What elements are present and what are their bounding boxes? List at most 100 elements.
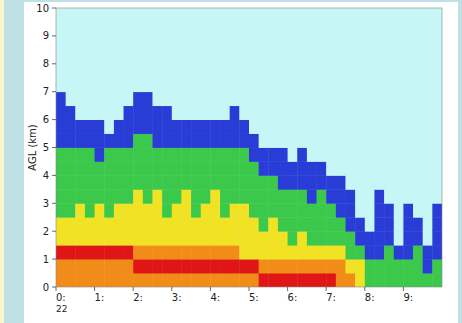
cell	[394, 92, 404, 106]
cell	[181, 134, 191, 148]
cell	[133, 245, 143, 259]
cell	[191, 148, 201, 162]
cell	[249, 273, 259, 287]
cell	[143, 245, 153, 259]
cell	[403, 259, 413, 273]
y-tick	[52, 8, 56, 9]
cell	[249, 189, 259, 203]
cell	[230, 259, 240, 273]
cell	[153, 148, 163, 162]
cell	[259, 161, 269, 175]
cell	[162, 175, 172, 189]
cell	[355, 92, 365, 106]
cell	[326, 217, 336, 231]
cell	[432, 92, 442, 106]
cell	[133, 217, 143, 231]
cell	[104, 245, 114, 259]
cell	[85, 259, 95, 273]
cell	[153, 245, 163, 259]
cell	[365, 134, 375, 148]
cell	[210, 161, 220, 175]
cell	[432, 259, 442, 273]
cell	[423, 273, 433, 287]
cell	[394, 175, 404, 189]
cell	[172, 273, 182, 287]
cell	[172, 203, 182, 217]
cell	[365, 189, 375, 203]
cell	[384, 203, 394, 217]
cell	[143, 92, 153, 106]
cell	[249, 134, 259, 148]
cell	[181, 106, 191, 120]
cell	[346, 217, 356, 231]
cell	[423, 259, 433, 273]
y-tick	[52, 259, 56, 260]
cell	[230, 120, 240, 134]
cell	[346, 120, 356, 134]
cell	[259, 189, 269, 203]
cell	[133, 161, 143, 175]
cell	[317, 203, 327, 217]
cell	[114, 189, 124, 203]
cell	[104, 148, 114, 162]
cell	[114, 106, 124, 120]
cell	[249, 175, 259, 189]
y-tick-label: 9	[43, 30, 49, 41]
cell	[432, 203, 442, 217]
cell	[288, 217, 298, 231]
cell	[278, 273, 288, 287]
cell	[365, 217, 375, 231]
y-axis-title: AGL (km)	[27, 124, 38, 171]
cell	[374, 78, 384, 92]
cell	[143, 217, 153, 231]
cell	[210, 175, 220, 189]
cell	[75, 175, 85, 189]
cell	[114, 120, 124, 134]
cell	[153, 175, 163, 189]
y-tick	[52, 63, 56, 64]
cell	[432, 78, 442, 92]
cell	[413, 189, 423, 203]
cell	[75, 259, 85, 273]
cell	[56, 189, 66, 203]
cell	[268, 161, 278, 175]
cell	[307, 161, 317, 175]
cell	[66, 245, 76, 259]
cell	[181, 92, 191, 106]
x-tick-label: 3:	[172, 292, 182, 303]
cell	[297, 231, 307, 245]
cell	[346, 189, 356, 203]
cell	[374, 161, 384, 175]
cell	[201, 161, 211, 175]
cell	[346, 273, 356, 287]
cell	[307, 203, 317, 217]
cell	[143, 231, 153, 245]
cell	[133, 92, 143, 106]
cell	[201, 217, 211, 231]
cell	[413, 78, 423, 92]
cell	[268, 273, 278, 287]
cell	[423, 148, 433, 162]
cell	[336, 231, 346, 245]
cell	[114, 203, 124, 217]
cell	[172, 106, 182, 120]
cell	[85, 106, 95, 120]
cell	[172, 78, 182, 92]
cell	[104, 92, 114, 106]
cell	[143, 161, 153, 175]
cell	[104, 106, 114, 120]
cell	[56, 134, 66, 148]
cell	[365, 245, 375, 259]
cell	[403, 175, 413, 189]
cell	[355, 189, 365, 203]
cell	[114, 78, 124, 92]
cell	[56, 148, 66, 162]
cell	[297, 92, 307, 106]
cell	[288, 245, 298, 259]
cell	[162, 78, 172, 92]
cell	[297, 148, 307, 162]
cell	[210, 106, 220, 120]
cell	[317, 217, 327, 231]
cell	[307, 217, 317, 231]
cell	[365, 231, 375, 245]
